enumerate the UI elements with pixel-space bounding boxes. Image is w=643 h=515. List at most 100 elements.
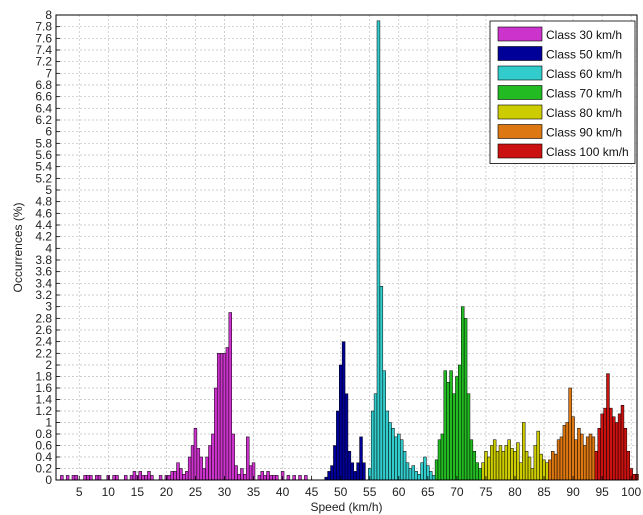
legend-label: Class 100 km/h: [546, 145, 629, 159]
bar: [382, 370, 386, 481]
bar: [216, 353, 221, 481]
bar: [612, 416, 616, 481]
plot-frame: [55, 14, 638, 481]
bar: [481, 462, 485, 481]
x-tick-label: 60: [392, 485, 406, 499]
x-tick-label: 55: [363, 485, 377, 499]
bar: [225, 347, 230, 481]
bar: [83, 475, 87, 481]
y-tick-label: 2.4: [35, 335, 52, 349]
bar: [545, 462, 549, 481]
y-tick-label: 2.6: [35, 323, 52, 337]
bar: [272, 475, 276, 481]
bar: [124, 475, 128, 481]
bar: [571, 416, 575, 481]
bar: [257, 475, 262, 481]
bar: [452, 393, 456, 481]
bar: [150, 475, 154, 481]
bar: [591, 436, 596, 481]
y-tick-label: 6.6: [35, 90, 52, 104]
y-tick-label: 6.2: [35, 113, 52, 127]
bar: [443, 370, 447, 481]
bar: [533, 445, 538, 481]
bar: [248, 465, 253, 481]
y-tick-label: 5: [45, 183, 52, 197]
legend-swatch: [497, 46, 543, 61]
y-tick-label: 7.4: [35, 43, 52, 57]
bar: [112, 475, 116, 481]
bar: [350, 462, 355, 481]
bar: [208, 445, 212, 481]
bar: [553, 453, 558, 481]
y-tick-label: 3.8: [35, 253, 52, 267]
x-tick-label: 65: [421, 485, 435, 499]
bar: [373, 393, 378, 481]
legend-label: Class 70 km/h: [546, 87, 622, 101]
x-tick-label: 30: [218, 485, 232, 499]
bar: [260, 471, 264, 481]
bar: [522, 422, 526, 481]
bar: [167, 475, 171, 481]
y-tick-label: 5.2: [35, 171, 52, 185]
x-tick-label: 75: [479, 485, 493, 499]
bar: [298, 475, 302, 481]
x-tick-label: 90: [566, 485, 580, 499]
bar: [623, 428, 628, 481]
y-tick-label: 3.6: [35, 265, 52, 279]
bar: [190, 445, 195, 481]
y-tick-label: 2.8: [35, 311, 52, 325]
bar: [562, 425, 567, 481]
bar: [158, 475, 163, 481]
bar: [408, 468, 413, 481]
bar: [460, 306, 465, 481]
bar: [431, 475, 436, 481]
x-tick-label: 50: [334, 485, 348, 499]
bar: [399, 439, 404, 481]
bar: [222, 353, 227, 481]
legend-label: Class 50 km/h: [546, 48, 622, 62]
bar: [71, 475, 76, 481]
bar: [330, 465, 334, 481]
ticks-layer: 00.20.40.60.811.21.41.61.822.22.42.62.83…: [35, 8, 641, 499]
bar: [507, 439, 511, 481]
bar: [275, 475, 279, 481]
bar: [405, 462, 410, 481]
legend-label: Class 30 km/h: [546, 28, 622, 42]
bar: [423, 456, 427, 481]
bar: [519, 462, 523, 481]
bar: [379, 286, 384, 481]
bar: [147, 471, 151, 481]
bar: [199, 456, 203, 481]
bar: [603, 407, 607, 481]
bar: [362, 462, 366, 481]
bar: [129, 475, 134, 481]
bar: [411, 465, 416, 481]
bar: [437, 439, 442, 481]
x-axis-label: Speed (km/h): [310, 500, 382, 514]
bar: [606, 373, 610, 481]
x-tick-label: 80: [508, 485, 522, 499]
bar: [414, 471, 418, 481]
bar: [475, 462, 479, 481]
bar: [524, 451, 529, 481]
y-tick-label: 6.8: [35, 78, 52, 92]
bar: [455, 376, 459, 481]
legend-label: Class 80 km/h: [546, 106, 622, 120]
bar: [469, 439, 474, 481]
bar: [449, 370, 453, 481]
bar: [359, 436, 363, 481]
y-tick-label: 4: [45, 241, 52, 255]
bar: [501, 451, 506, 481]
bar: [463, 318, 468, 481]
x-tick-label: 100: [621, 485, 641, 499]
bar: [577, 428, 581, 481]
bar: [336, 410, 340, 481]
y-tick-label: 1: [45, 416, 52, 430]
bar: [240, 468, 244, 481]
bar: [391, 428, 395, 481]
bar: [536, 430, 540, 481]
bar: [539, 453, 543, 481]
bar: [353, 471, 357, 481]
bar: [97, 475, 102, 481]
y-tick-label: 1.4: [35, 393, 52, 407]
